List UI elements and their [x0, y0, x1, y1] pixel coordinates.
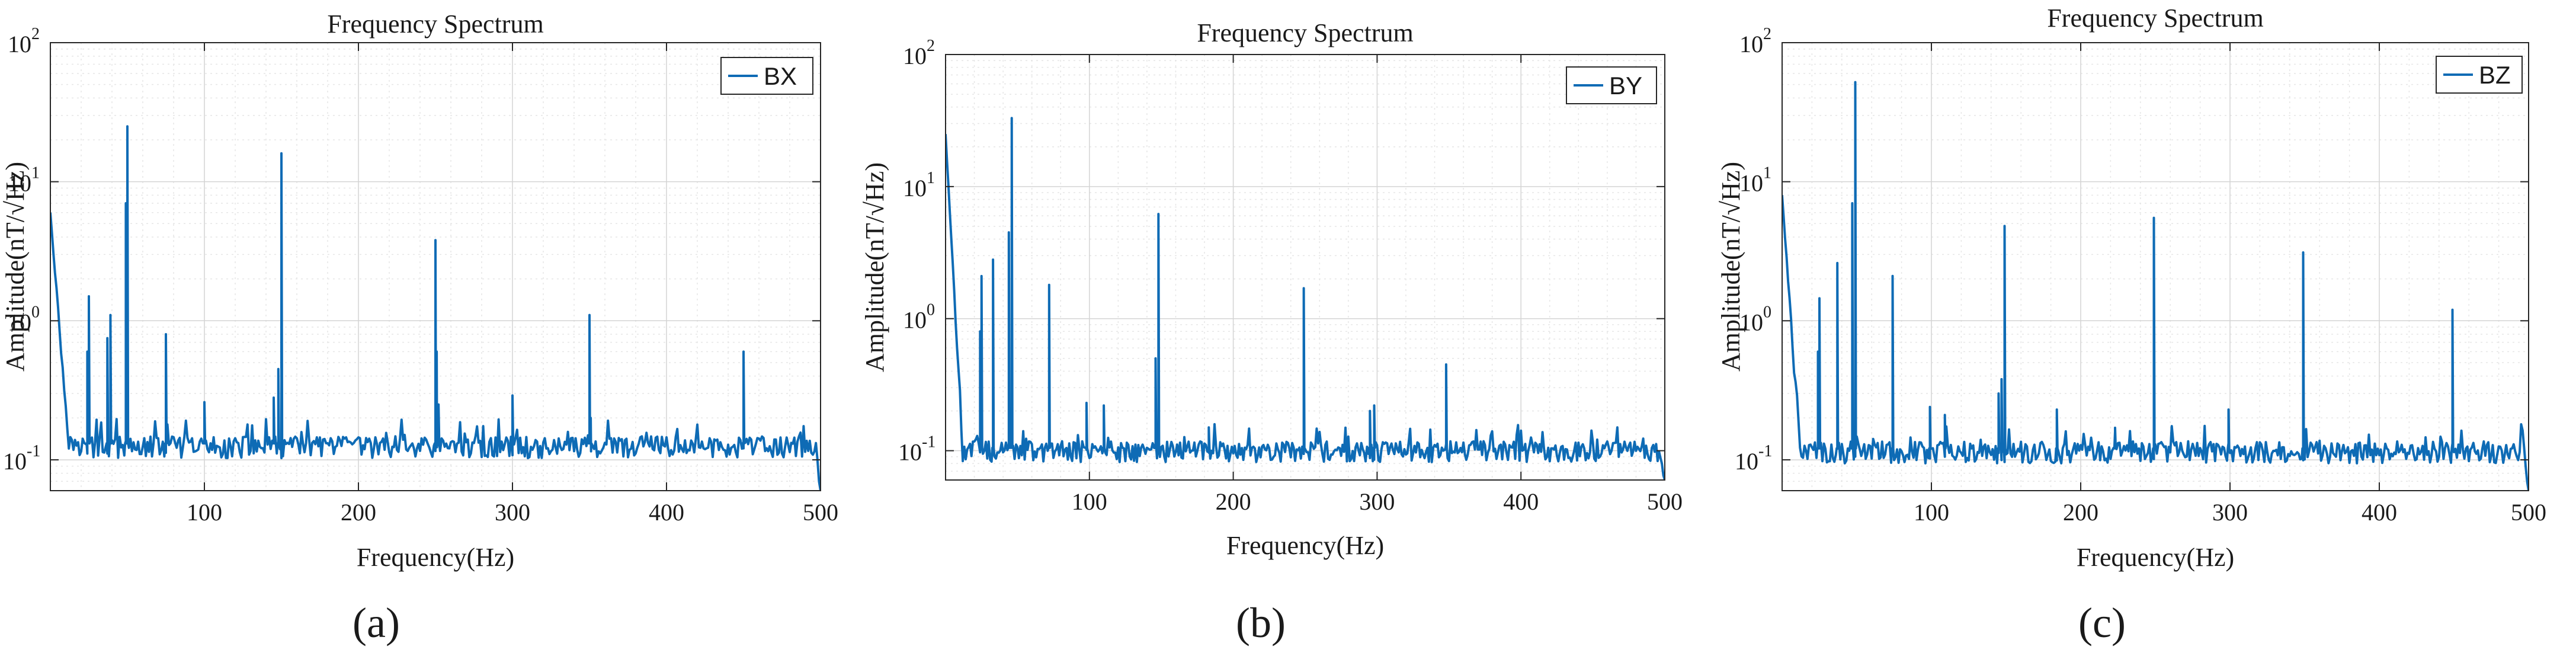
chart-b-minor-grid: [946, 55, 1665, 480]
chart-a-x-tick-label: 100: [187, 499, 222, 526]
chart-a-y-tick-label: 10: [8, 309, 31, 335]
chart-a-y-tick-exponent: 2: [31, 25, 40, 43]
chart-a-y-tick-exponent: 1: [31, 164, 40, 183]
chart-a-y-tick-label: 10: [8, 170, 31, 197]
chart-c-x-tick-label: 200: [2063, 499, 2098, 526]
chart-b-x-tick-label: 300: [1359, 488, 1395, 515]
chart-b-x-tick-label: 100: [1072, 488, 1107, 515]
chart-c-x-tick-label: 300: [2212, 499, 2248, 526]
chart-c-y-tick-label: 10: [1735, 448, 1758, 475]
chart-c-axes-frame: [1782, 42, 2529, 491]
chart-panel-c: 100 200 300 400 500 10 -1 10 0 10 1 10 2 Frequency Sp…: [1716, 0, 2576, 653]
chart-b-y-tick-label: 10: [903, 175, 927, 201]
chart-panel-b: 100 200 300 400 500 10 -1 10 0 10 1 10 2 Frequency Sp…: [858, 0, 1717, 653]
chart-c-title: Frequency Spectrum: [2047, 4, 2263, 33]
chart-c-x-tick-label: 500: [2511, 499, 2546, 526]
chart-a-y-tick-label: 10: [8, 31, 31, 57]
chart-panel-a: 100 200 300 400 500 10 -1 10 0 10 1 10 2 Frequency Sp…: [0, 0, 858, 653]
chart-a-title: Frequency Spectrum: [327, 9, 543, 39]
chart-a-y-tick-exponent: 0: [31, 303, 40, 321]
chart-c-series-bz-line: [1782, 81, 2529, 491]
chart-a-x-axis-label: Frequency(Hz): [357, 543, 514, 572]
chart-b-y-tick-exponent: 2: [927, 37, 935, 55]
chart-c-panel-label: (c): [2078, 599, 2126, 647]
chart-a-legend: BX: [720, 57, 813, 95]
chart-b-y-tick-exponent: -1: [922, 433, 935, 452]
chart-c-legend-box: [2436, 56, 2523, 94]
chart-c-x-tick-label: 100: [1914, 499, 1949, 526]
chart-c-y-tick-label: 10: [1739, 170, 1763, 197]
chart-a-y-tick-exponent: -1: [27, 442, 40, 460]
chart-c-legend-label: BZ: [2479, 61, 2511, 89]
chart-a-y-tick-label: 10: [3, 448, 27, 475]
chart-c-y-tick-exponent: 2: [1763, 25, 1771, 43]
chart-c-y-tick-exponent: 0: [1763, 303, 1771, 321]
chart-a-x-tick-label: 400: [649, 499, 684, 526]
chart-c-x-axis-label: Frequency(Hz): [2077, 543, 2234, 572]
chart-a-x-tick-label: 500: [803, 499, 838, 526]
chart-b-series-by-line: [946, 117, 1665, 480]
chart-b-panel-label: (b): [1236, 599, 1286, 647]
chart-c-y-axis-label: Amplitude(nT/√Hz): [1717, 162, 1745, 372]
chart-b-y-tick-exponent: 1: [927, 169, 935, 187]
chart-b-y-tick-exponent: 0: [927, 301, 935, 319]
chart-a-axes-frame: [50, 42, 821, 491]
chart-a-panel-label: (a): [353, 599, 400, 647]
chart-c-y-tick-label: 10: [1739, 31, 1763, 57]
chart-b-x-tick-label: 400: [1503, 488, 1539, 515]
chart-b-title: Frequency Spectrum: [1197, 18, 1413, 47]
chart-b-x-tick-label: 500: [1647, 488, 1683, 515]
chart-c-y-tick-exponent: -1: [1758, 442, 1772, 460]
chart-a-y-axis-label: Amplitude(nT/√Hz): [1, 162, 30, 372]
chart-a-x-tick-label: 200: [341, 499, 376, 526]
chart-a-x-tick-label: 300: [495, 499, 530, 526]
chart-b-y-tick-label: 10: [903, 43, 927, 69]
chart-c-legend: BZ: [2436, 56, 2523, 94]
chart-a-legend-label: BX: [764, 62, 797, 90]
chart-b-legend: BY: [1566, 66, 1657, 104]
chart-b-y-axis-label: Amplitude(nT/√Hz): [860, 162, 889, 372]
chart-c-x-tick-label: 400: [2362, 499, 2397, 526]
chart-b-legend-label: BY: [1609, 72, 1642, 100]
chart-b-y-tick-label: 10: [898, 439, 922, 466]
chart-a-series-bx-line: [50, 125, 821, 491]
chart-b-x-axis-label: Frequency(Hz): [1226, 531, 1384, 560]
chart-c-y-tick-exponent: 1: [1763, 164, 1771, 183]
chart-c-y-tick-label: 10: [1739, 309, 1763, 335]
chart-b-x-tick-label: 200: [1216, 488, 1251, 515]
chart-b-y-tick-label: 10: [903, 307, 927, 334]
chart-b-axes-frame: [945, 54, 1665, 481]
